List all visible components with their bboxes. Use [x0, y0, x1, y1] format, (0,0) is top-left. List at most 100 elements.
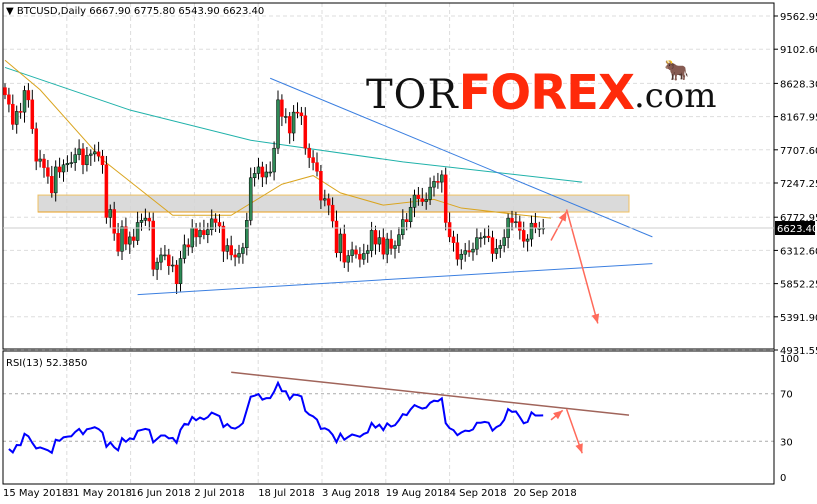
candle — [373, 230, 378, 245]
candle — [443, 174, 448, 223]
candle — [334, 220, 339, 254]
candle — [206, 229, 210, 235]
dropdown-icon: ▼ — [6, 6, 17, 17]
main-pane-border — [2, 2, 775, 350]
candle — [34, 128, 38, 162]
open-value: 6667.90 — [89, 6, 130, 17]
candle — [385, 238, 389, 255]
candle — [213, 218, 218, 223]
candle — [299, 112, 304, 116]
rsi-level-label: 100 — [780, 354, 799, 365]
candle — [217, 222, 222, 227]
candle — [393, 245, 397, 249]
date-label: 3 Aug 2018 — [322, 488, 380, 499]
candle — [124, 226, 128, 245]
candle — [338, 233, 343, 254]
candle — [11, 103, 15, 125]
candle — [143, 217, 148, 221]
candle — [455, 242, 460, 260]
candle — [174, 264, 179, 285]
candle — [365, 250, 370, 254]
symbol-header: ▼ BTCUSD,Daily 6667.90 6775.80 6543.90 6… — [6, 6, 264, 17]
candle — [225, 245, 230, 252]
price-tick-label: 4931.55 — [780, 346, 817, 357]
candle — [14, 111, 19, 125]
candle — [18, 111, 23, 113]
low-value: 6543.90 — [178, 6, 219, 17]
candle — [194, 227, 198, 238]
candle — [69, 162, 74, 164]
candle — [447, 222, 452, 238]
candle — [147, 217, 152, 222]
date-label: 16 Jun 2018 — [131, 488, 191, 499]
candle — [440, 174, 444, 183]
candle — [237, 253, 241, 258]
candle — [498, 245, 503, 249]
candle — [459, 253, 464, 260]
candle — [170, 264, 175, 267]
date-label: 19 Aug 2018 — [386, 488, 450, 499]
candle — [167, 254, 171, 266]
candle — [350, 249, 354, 256]
candle — [38, 158, 42, 162]
rsi-title: RSI(13) 52.3850 — [6, 358, 87, 369]
price-tick-label: 5852.25 — [780, 280, 817, 291]
candle — [221, 225, 226, 252]
candle — [494, 248, 499, 254]
candle — [116, 233, 120, 252]
date-label: 2 Jul 2018 — [194, 488, 244, 499]
candle — [404, 219, 409, 223]
symbol-label: BTCUSD,Daily — [17, 6, 86, 17]
candle — [342, 233, 347, 263]
trendline — [137, 263, 653, 296]
candle — [92, 151, 97, 155]
forecast-arrow — [565, 209, 599, 324]
candle — [451, 236, 456, 243]
candle — [346, 255, 350, 263]
candle — [467, 250, 471, 253]
date-label: 18 Jul 2018 — [258, 488, 315, 499]
candle — [486, 235, 491, 238]
price-tick-label: 6312.60 — [780, 246, 817, 257]
candle — [482, 235, 487, 238]
candle — [268, 171, 272, 174]
candle — [248, 177, 253, 221]
candle — [186, 244, 191, 248]
candle — [73, 154, 77, 163]
candle — [241, 247, 245, 254]
candle — [529, 222, 534, 240]
candle — [57, 166, 62, 173]
candle — [85, 155, 89, 166]
candle — [272, 147, 276, 173]
candle — [471, 248, 475, 253]
logo-forex: FOREX — [458, 65, 635, 121]
candle — [525, 238, 530, 242]
rsi-level-label: 0 — [780, 473, 786, 484]
bull-icon: 🐂 — [664, 58, 689, 82]
candle — [502, 237, 506, 246]
candle — [397, 234, 401, 246]
candle — [412, 194, 417, 208]
candle — [428, 186, 432, 200]
candle — [182, 244, 187, 259]
candle — [42, 158, 46, 168]
logo-com: .com — [633, 76, 717, 116]
candle — [510, 217, 514, 223]
candle — [264, 171, 269, 178]
candle — [381, 237, 386, 255]
candle — [463, 250, 467, 255]
candle — [401, 219, 405, 235]
candle — [178, 258, 183, 285]
candle — [81, 148, 85, 166]
price-tick-label: 9102.60 — [780, 45, 817, 56]
candle — [131, 236, 136, 241]
candle — [369, 230, 374, 251]
torforex-logo: TOR FOREX .com — [366, 65, 717, 121]
price-tick-label: 8628.30 — [780, 79, 817, 90]
candle — [521, 230, 526, 242]
forecast-arrow-head — [558, 211, 567, 222]
candle — [315, 162, 319, 172]
candle — [284, 116, 288, 118]
